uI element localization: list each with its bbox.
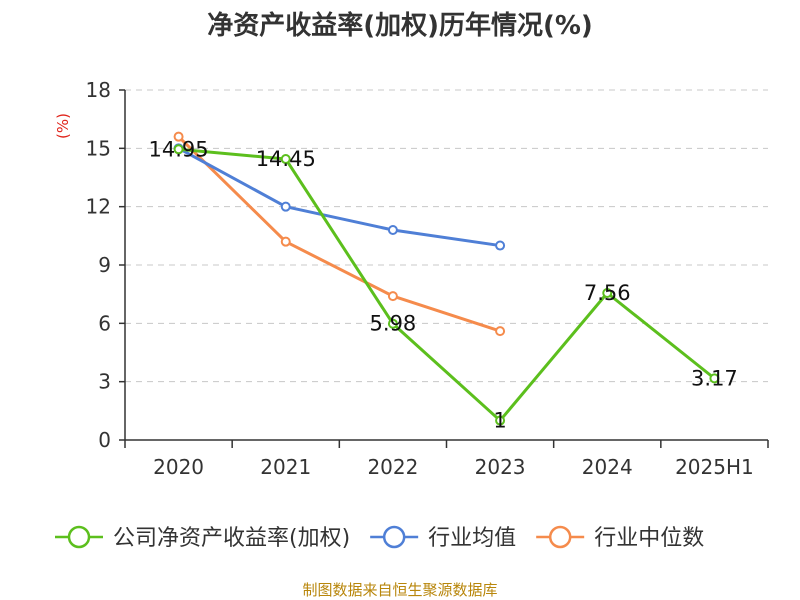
x-tick-label: 2025H1 (675, 455, 754, 479)
data-point (602, 288, 613, 298)
legend-item: 行业中位数 (536, 525, 704, 551)
y-tick-label: 18 (86, 78, 111, 102)
series-line (177, 147, 501, 248)
y-tick-label: 12 (86, 195, 111, 219)
legend-label: 行业均值 (428, 526, 516, 551)
legend-marker (548, 525, 572, 549)
source-note: 制图数据来自恒生聚源数据库 (302, 581, 497, 599)
legend-marker (67, 525, 91, 549)
data-label: 3.17 (691, 366, 738, 390)
legend: 公司净资产收益率(加权) 行业均值 行业中位数 (55, 525, 704, 551)
axes: 0 3 6 9 12 15 18 2020 2021 2022 2023 2024 2025H1 (86, 78, 769, 479)
data-label: 14.95 (149, 137, 209, 161)
chart-title: 净资产收益率(加权)历年情况(%) (207, 10, 593, 41)
x-tick-label: 2021 (260, 455, 311, 479)
y-tick-label: 0 (98, 428, 111, 452)
data-point (387, 291, 398, 302)
data-point (173, 144, 184, 155)
x-tick-label: 2023 (475, 455, 526, 479)
data-label: 14.45 (256, 147, 316, 171)
data-point (173, 131, 184, 142)
data-point (387, 225, 398, 235)
data-label: 7.56 (584, 281, 631, 305)
legend-label: 行业中位数 (594, 526, 704, 551)
y-tick-label: 9 (98, 253, 111, 277)
data-point (280, 201, 291, 212)
data-point (709, 373, 720, 384)
data-point (387, 318, 398, 329)
series-lines (173, 131, 720, 426)
legend-item: 公司净资产收益率(加权) (55, 525, 350, 551)
data-point (280, 154, 291, 165)
y-axis-unit-label: (%) (54, 113, 72, 139)
data-point (495, 415, 506, 426)
x-tick-label: 2020 (153, 455, 204, 479)
y-tick-label: 3 (98, 370, 111, 394)
legend-marker (382, 525, 406, 549)
data-label: 1 (493, 409, 506, 433)
x-tick-label: 2024 (582, 455, 633, 479)
legend-label: 公司净资产收益率(加权) (113, 526, 350, 551)
data-label: 5.98 (370, 312, 417, 336)
data-point (495, 240, 506, 251)
x-tick-label: 2022 (367, 455, 418, 479)
series-line (177, 135, 501, 333)
legend-item: 行业均值 (370, 525, 516, 551)
series-line (178, 147, 716, 423)
y-tick-label: 6 (98, 311, 111, 335)
grid-lines (125, 89, 768, 383)
y-tick-label: 15 (86, 136, 111, 160)
data-point (495, 326, 506, 337)
data-labels: 14.95 14.45 5.98 1 7.56 3.17 (149, 137, 738, 432)
data-point (280, 236, 291, 247)
